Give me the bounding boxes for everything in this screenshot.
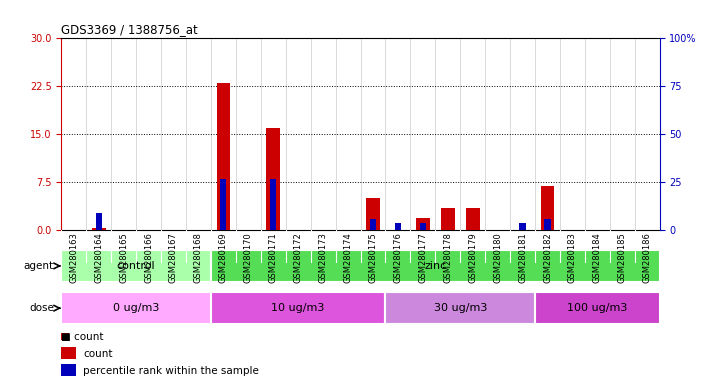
Text: 0 ug/m3: 0 ug/m3 (113, 303, 159, 313)
Bar (220, 179, 226, 230)
Bar (535, 292, 660, 324)
Text: GSM280183: GSM280183 (568, 232, 577, 283)
Text: GSM280182: GSM280182 (543, 232, 552, 283)
Text: GSM280179: GSM280179 (468, 232, 477, 283)
Bar (544, 219, 551, 230)
Text: zinc: zinc (424, 261, 446, 271)
Text: GSM280165: GSM280165 (119, 232, 128, 283)
Text: GSM280169: GSM280169 (219, 232, 228, 283)
Text: 30 ug/m3: 30 ug/m3 (433, 303, 487, 313)
Text: control: control (117, 261, 156, 271)
Bar (386, 292, 535, 324)
Text: GSM280168: GSM280168 (194, 232, 203, 283)
Text: percentile rank within the sample: percentile rank within the sample (83, 366, 259, 376)
Bar (420, 223, 426, 230)
Text: GSM280174: GSM280174 (343, 232, 353, 283)
Text: GSM280167: GSM280167 (169, 232, 178, 283)
Bar (519, 223, 526, 230)
Text: GSM280181: GSM280181 (518, 232, 527, 283)
Bar (211, 250, 660, 282)
Text: 10 ug/m3: 10 ug/m3 (272, 303, 325, 313)
Text: GSM280176: GSM280176 (394, 232, 402, 283)
Text: GSM280166: GSM280166 (144, 232, 153, 283)
Text: GSM280170: GSM280170 (244, 232, 253, 283)
Bar (96, 213, 102, 230)
Text: agent: agent (24, 261, 54, 271)
Text: GSM280164: GSM280164 (94, 232, 103, 283)
Text: GSM280173: GSM280173 (319, 232, 327, 283)
Text: GSM280163: GSM280163 (69, 232, 79, 283)
Bar (92, 228, 105, 230)
Bar (466, 208, 479, 230)
Bar (366, 199, 380, 230)
Text: ■ count: ■ count (61, 332, 104, 342)
Bar (370, 219, 376, 230)
Bar (61, 292, 211, 324)
Text: GSM280185: GSM280185 (618, 232, 627, 283)
Bar (61, 364, 76, 376)
Text: GSM280184: GSM280184 (593, 232, 602, 283)
Text: dose: dose (29, 303, 54, 313)
Text: GSM280178: GSM280178 (443, 232, 452, 283)
Bar (270, 179, 276, 230)
Text: GDS3369 / 1388756_at: GDS3369 / 1388756_at (61, 23, 198, 36)
Bar (416, 218, 430, 230)
Text: 100 ug/m3: 100 ug/m3 (567, 303, 627, 313)
Text: GSM280171: GSM280171 (269, 232, 278, 283)
Text: GSM280180: GSM280180 (493, 232, 502, 283)
Text: GSM280186: GSM280186 (642, 232, 652, 283)
Bar (61, 348, 76, 359)
Bar (395, 223, 401, 230)
Bar (541, 185, 554, 230)
Bar (216, 83, 230, 230)
Bar (266, 128, 280, 230)
Bar (61, 250, 211, 282)
Text: count: count (83, 349, 112, 359)
Text: GSM280175: GSM280175 (368, 232, 378, 283)
Text: GSM280172: GSM280172 (293, 232, 303, 283)
Text: GSM280177: GSM280177 (418, 232, 428, 283)
Bar (441, 208, 455, 230)
Bar (211, 292, 386, 324)
